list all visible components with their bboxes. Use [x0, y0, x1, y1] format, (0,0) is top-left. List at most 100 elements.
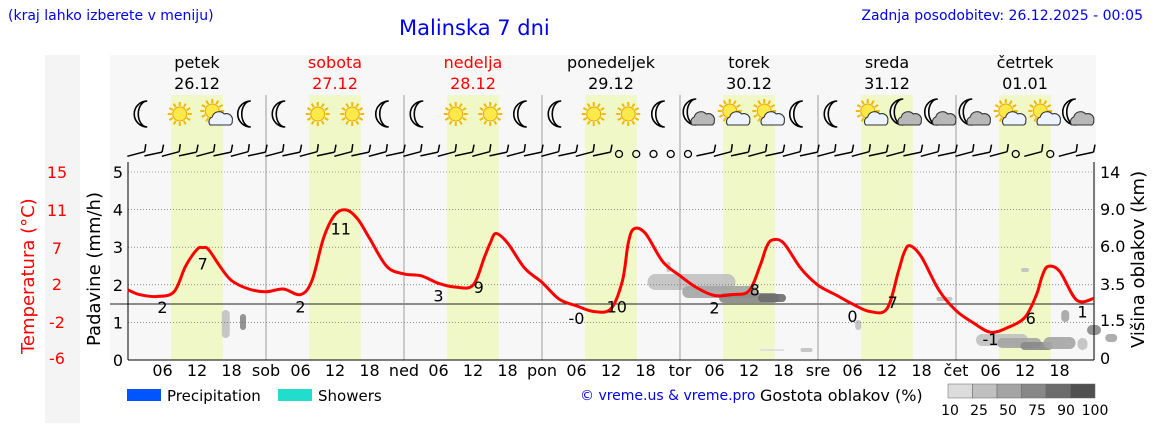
temperature-tick-label: 11: [47, 201, 67, 220]
day-name: nedelja: [444, 53, 503, 72]
wind-feather: [1006, 144, 1010, 152]
temperature-label: 2: [157, 298, 167, 317]
cloud-height-tick-label: 14: [1100, 163, 1120, 182]
cloud-outline: [690, 111, 715, 126]
sun-ray: [205, 117, 210, 122]
temperature-tick-label: 7: [52, 239, 62, 258]
cloud-outline: [1069, 111, 1095, 126]
wind-barb: [713, 144, 734, 158]
sun-cloud-icon: [1028, 99, 1061, 126]
calm-wind-icon: [1046, 149, 1055, 159]
x-tick-label: ned: [389, 361, 419, 380]
wind-shaft: [351, 151, 370, 157]
wind-shaft: [144, 151, 163, 157]
wind-barb: [144, 144, 165, 157]
sun-ray: [215, 100, 220, 105]
cloud-height-tick-label: 1.5: [1100, 311, 1125, 330]
moon-icon: [409, 100, 424, 128]
legend-precipitation-swatch: [127, 389, 161, 401]
moon-shape: [788, 100, 803, 128]
temperature-label: -1: [983, 330, 999, 349]
wind-shaft: [713, 150, 732, 158]
wind-barb: [920, 144, 941, 158]
wind-shaft: [558, 151, 577, 157]
wind-barb: [403, 144, 423, 158]
sun-icon: [717, 99, 742, 123]
wind-shaft: [299, 150, 318, 158]
day-name: torek: [728, 53, 770, 72]
cloud-density-swatch: [996, 383, 1022, 399]
wind-shaft: [282, 151, 301, 157]
cloud-patch: [855, 320, 862, 330]
sun-ray: [856, 114, 862, 118]
sun-ray: [355, 103, 360, 108]
moon-shape: [271, 100, 286, 128]
cloud-shape: [1036, 111, 1061, 126]
wind-feather: [747, 144, 751, 153]
x-tick-label: pon: [527, 361, 557, 380]
cloud-height-tick-label: 9.0: [1100, 200, 1125, 219]
wind-shaft: [799, 151, 818, 157]
wind-barb: [696, 144, 717, 157]
x-tick-label: 06: [704, 361, 724, 380]
wind-barb: [782, 144, 803, 158]
legend-precipitation-label: Precipitation: [167, 387, 261, 405]
sun-ray: [994, 104, 1000, 108]
wind-feather: [713, 144, 717, 153]
wind-feather: [954, 144, 958, 153]
wind-shaft: [920, 150, 939, 158]
wind-barb: [989, 144, 1010, 158]
wind-barb: [506, 144, 527, 158]
sun-ray: [479, 107, 484, 111]
sun-ray: [860, 100, 865, 105]
temperature-tick-label: -6: [49, 349, 65, 368]
x-tick-label: tor: [669, 361, 692, 380]
sun-ray: [458, 120, 463, 125]
wind-shaft: [886, 150, 904, 158]
sun-ray: [320, 103, 325, 108]
sun-ray: [345, 103, 350, 108]
wind-barb: [1024, 144, 1044, 158]
sun-ray: [621, 120, 626, 125]
wind-barb: [799, 144, 820, 157]
sun-ray: [182, 103, 187, 108]
wind-shaft: [265, 150, 283, 158]
sun-ray: [496, 117, 502, 121]
x-tick-label: čet: [944, 361, 969, 380]
x-tick-label: 12: [877, 361, 897, 380]
x-tick-label: 06: [428, 361, 448, 380]
temperature-label: 3: [433, 286, 443, 305]
cloud-shape: [931, 111, 957, 126]
wind-barb: [178, 144, 199, 157]
wind-shaft: [506, 150, 525, 158]
moon-icon: [788, 100, 803, 128]
wind-barb: [937, 144, 958, 157]
wind-feather: [506, 144, 510, 153]
calm-wind-icon: [632, 149, 641, 159]
precip-tick-label: 2: [113, 276, 123, 295]
sun-ray: [306, 117, 312, 121]
temperature-label: 0: [847, 307, 857, 326]
cloud-outline: [863, 111, 889, 126]
wind-feather: [212, 144, 216, 152]
wind-barb: [851, 144, 872, 158]
x-tick-label: 12: [463, 361, 483, 380]
temperature-label: 2: [295, 298, 305, 317]
sun-ray: [320, 120, 325, 125]
wind-feather: [540, 144, 544, 153]
temperature-label: -0: [569, 309, 585, 328]
sun-ray: [358, 117, 364, 121]
sun-ray: [186, 117, 191, 121]
wind-barb: [437, 144, 458, 158]
wind-barb: [730, 144, 751, 157]
wind-shaft: [385, 151, 404, 157]
wind-feather: [419, 144, 423, 152]
wind-feather: [1075, 144, 1079, 152]
wind-feather: [782, 144, 786, 153]
sun-icon: [167, 102, 192, 126]
precip-axis-label: Padavine (mm/h): [84, 192, 105, 346]
day-date: 30.12: [726, 74, 772, 93]
wind-feather: [437, 144, 441, 153]
cloud-density-level: 90: [1057, 403, 1075, 419]
